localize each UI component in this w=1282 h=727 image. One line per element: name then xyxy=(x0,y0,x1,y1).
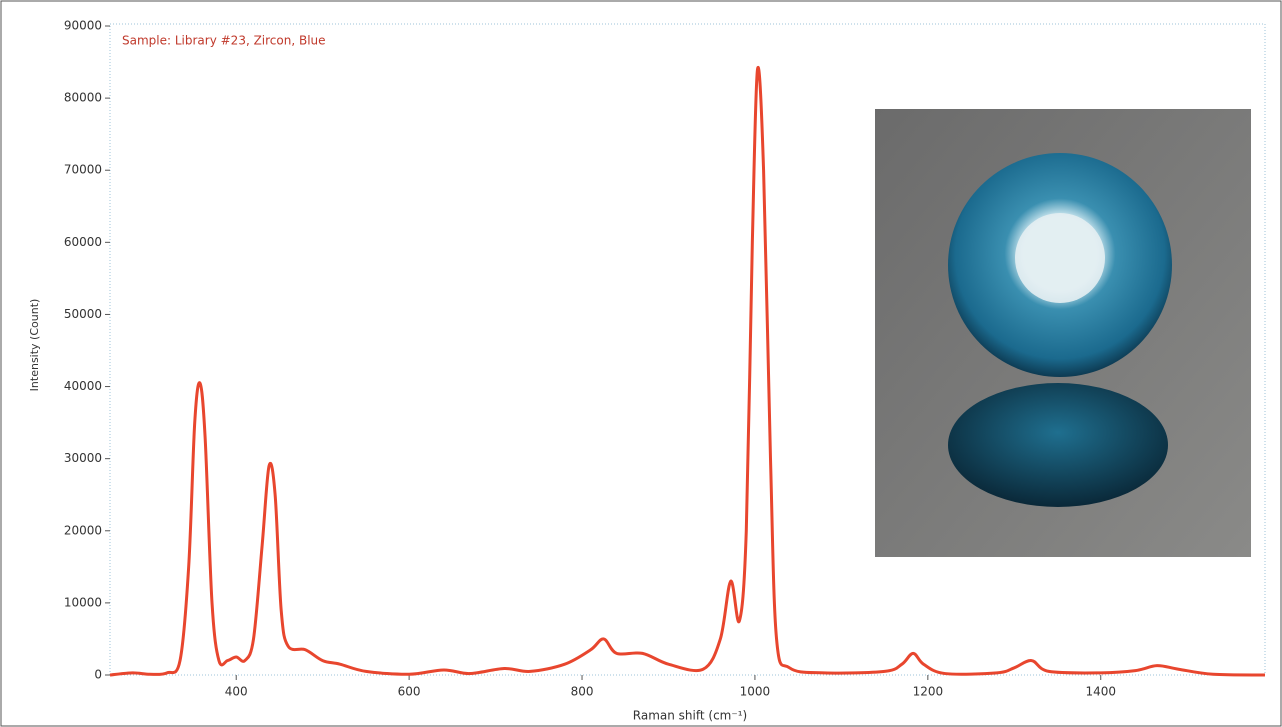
x-tick-label: 1400 xyxy=(1085,685,1116,699)
y-tick-label: 60000 xyxy=(64,235,102,249)
y-tick-label: 80000 xyxy=(64,91,102,105)
x-tick-label: 1000 xyxy=(740,685,771,699)
x-tick-label: 1200 xyxy=(913,685,944,699)
chart-title: Sample: Library #23, Zircon, Blue xyxy=(122,34,326,48)
spectrum-line xyxy=(109,65,1266,677)
x-tick-label: 800 xyxy=(571,685,594,699)
y-tick-label: 70000 xyxy=(64,163,102,177)
y-tick-label: 10000 xyxy=(64,595,102,609)
gem-reflection xyxy=(948,383,1168,507)
x-tick-label: 400 xyxy=(225,685,248,699)
y-tick-label: 90000 xyxy=(64,19,102,33)
gem-photo xyxy=(875,109,1251,557)
gem-table xyxy=(1015,213,1105,303)
y-tick-label: 20000 xyxy=(64,523,102,537)
y-tick-label: 30000 xyxy=(64,451,102,465)
x-axis-label: Raman shift (cm⁻¹) xyxy=(633,709,747,723)
y-axis-label: Intensity (Count) xyxy=(28,299,41,392)
y-tick-label: 50000 xyxy=(64,307,102,321)
y-tick-label: 40000 xyxy=(64,379,102,393)
x-tick-label: 600 xyxy=(398,685,421,699)
y-tick-label: 0 xyxy=(94,668,102,682)
